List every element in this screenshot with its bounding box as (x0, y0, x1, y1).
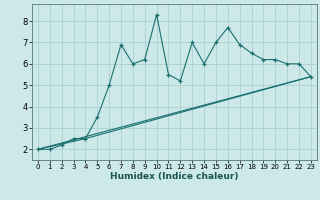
X-axis label: Humidex (Indice chaleur): Humidex (Indice chaleur) (110, 172, 239, 181)
